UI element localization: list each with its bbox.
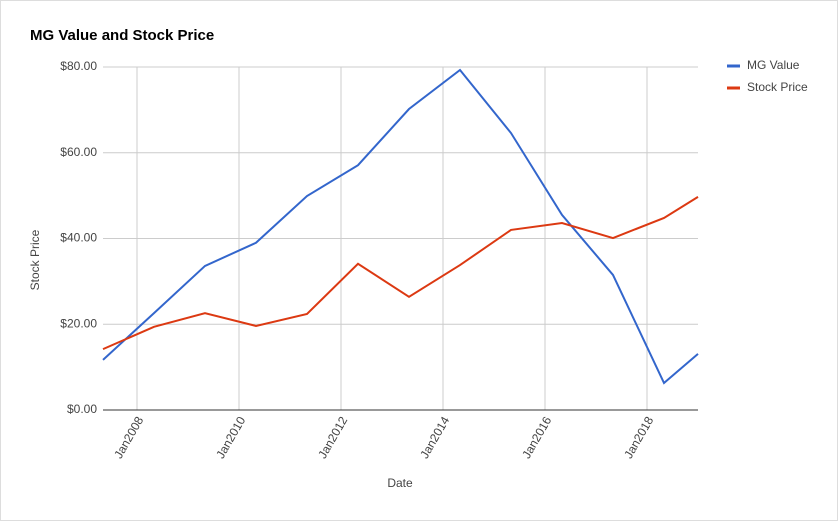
legend-label: MG Value [747, 58, 800, 72]
series-line [102, 68, 699, 385]
x-axis-label: Date [387, 476, 413, 490]
series-line [102, 196, 699, 351]
y-tick-label: $40.00 [60, 231, 97, 245]
y-tick-label: $80.00 [60, 59, 97, 73]
legend-label: Stock Price [747, 80, 808, 94]
chart-title: MG Value and Stock Price [30, 27, 214, 44]
y-tick-label: $60.00 [60, 145, 97, 159]
y-tick-label: $20.00 [60, 316, 97, 330]
y-axis-label: Stock Price [28, 229, 42, 290]
y-tick-label: $0.00 [67, 402, 97, 416]
